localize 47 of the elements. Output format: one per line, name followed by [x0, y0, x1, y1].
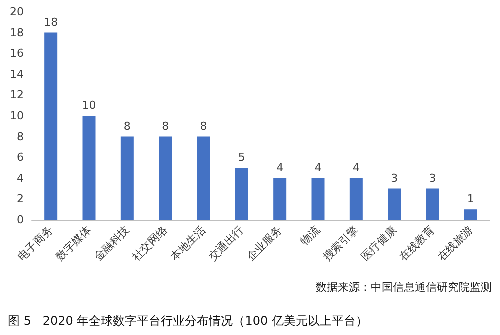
y-tick-label: 14 [10, 68, 24, 81]
data-label: 3 [391, 172, 398, 185]
bar [82, 116, 96, 220]
bar [426, 188, 440, 220]
text: 图 5 2020 年全球数字平台行业分布情况（100 亿美元以上平台） [8, 314, 368, 328]
data-label: 4 [314, 161, 322, 174]
x-tick-label: 本地生活 [168, 223, 208, 264]
y-tick-label: 4 [17, 172, 24, 185]
bar [120, 136, 134, 220]
data-label: 3 [429, 172, 436, 185]
x-tick-label: 在线教育 [397, 223, 438, 264]
bar [235, 168, 248, 220]
x-tick-label: 交通出行 [206, 223, 247, 264]
data-label: 8 [124, 120, 131, 133]
bar [159, 136, 172, 220]
y-tick-label: 16 [10, 47, 24, 60]
data-label: 4 [352, 161, 360, 174]
y-tick-label: 2 [17, 192, 24, 206]
bar [197, 136, 210, 220]
source-note: 数据来源：中国信息通信研究院监测 [316, 281, 492, 294]
data-label: 10 [82, 99, 96, 112]
x-tick-label: 数字媒体 [54, 223, 94, 264]
y-tick-label: 10 [10, 110, 24, 122]
y-tick-label: 8 [17, 130, 24, 144]
x-tick-label: 搜索引擎 [320, 223, 362, 264]
data-label: 1 [467, 192, 474, 206]
x-tick-label: 企业服务 [244, 223, 285, 264]
x-tick-label: 医疗健康 [358, 223, 400, 264]
x-tick-label: 在线旅游 [435, 223, 476, 264]
y-tick-label: 12 [10, 88, 24, 102]
y-tick-label: 6 [17, 151, 24, 164]
y-tick-label: 18 [10, 26, 24, 40]
data-label: 5 [238, 151, 246, 164]
x-tick-label: 社交网络 [130, 223, 170, 264]
data-label: 8 [200, 120, 208, 133]
y-tick-label: 20 [10, 6, 24, 18]
x-tick-label: 物流 [298, 223, 323, 248]
x-tick-label: 金融科技 [92, 223, 132, 264]
bar [312, 178, 325, 220]
bar [464, 210, 478, 220]
bar [44, 32, 58, 220]
bar [274, 178, 287, 220]
data-label: 8 [162, 120, 170, 133]
data-label: 4 [276, 161, 284, 174]
data-label: 18 [44, 16, 58, 29]
bar [350, 178, 363, 220]
bar [388, 188, 402, 220]
